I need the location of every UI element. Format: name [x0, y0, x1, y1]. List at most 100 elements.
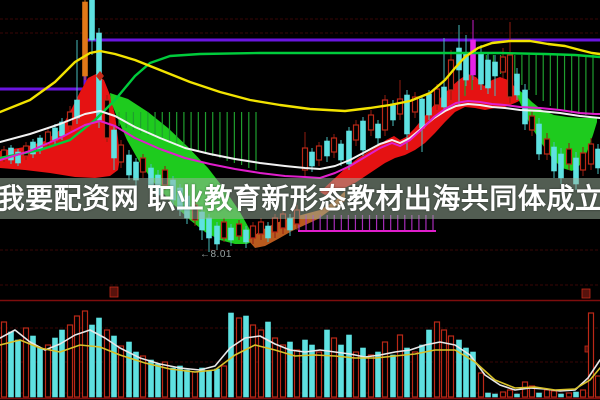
volume-bar	[111, 335, 117, 398]
candle	[485, 52, 491, 94]
candle	[301, 132, 309, 176]
volume-bar	[352, 351, 360, 398]
candle	[352, 120, 360, 146]
volume-bar	[59, 329, 65, 398]
volume-bar	[558, 393, 564, 398]
volume-bar	[477, 372, 485, 398]
volume-bar	[220, 365, 228, 398]
volume-bar	[177, 365, 183, 398]
volume-bar	[492, 393, 498, 398]
candle	[8, 145, 14, 164]
candle	[338, 140, 344, 166]
volume-bar	[117, 345, 125, 398]
volume-bar	[235, 317, 243, 398]
volume-bar	[279, 344, 287, 398]
candle	[514, 68, 520, 100]
volume-bar	[214, 368, 220, 398]
candle	[324, 137, 330, 162]
candle	[565, 143, 573, 170]
candle	[117, 140, 125, 168]
volume-bar	[433, 321, 441, 398]
volume-bar	[543, 389, 551, 398]
candle	[595, 144, 600, 174]
volume-bar	[346, 334, 352, 398]
candle	[214, 222, 220, 250]
candle	[478, 45, 484, 90]
candle	[360, 117, 366, 156]
volume-bar	[199, 367, 205, 398]
candle	[257, 218, 265, 240]
volume-bar	[440, 329, 448, 398]
volume-bar	[243, 315, 249, 398]
volume-bar	[330, 337, 338, 398]
candle	[463, 35, 469, 86]
candle	[543, 133, 551, 160]
volume-bar	[390, 354, 396, 398]
tiny-red-marker-glyph	[109, 286, 119, 298]
ma-green	[0, 51, 600, 160]
volume-bar	[133, 351, 139, 398]
volume-bar	[367, 354, 375, 398]
volume-bar	[257, 329, 265, 398]
volume-bar	[324, 329, 330, 398]
volume-bar	[52, 337, 58, 398]
candle	[441, 38, 447, 112]
volume-bar	[375, 351, 381, 398]
volume-bar	[456, 339, 462, 398]
candle	[346, 127, 352, 170]
candle	[375, 120, 381, 144]
volume-bar	[302, 339, 308, 398]
candle	[330, 134, 338, 158]
volume-bar	[293, 349, 301, 398]
tiny-red-marker-glyph	[581, 288, 591, 299]
volume-bar	[381, 341, 389, 398]
news-banner-title: 我要配资网 职业教育新形态教材出海共同体成立	[0, 182, 600, 214]
low-price-label: ←8.01	[200, 249, 232, 260]
volume-bar	[30, 335, 36, 398]
candle	[551, 142, 557, 178]
volume-bar	[148, 359, 154, 398]
volume-bar	[426, 329, 432, 398]
volume-bar	[404, 347, 410, 398]
volume-bar	[309, 344, 315, 398]
volume-bar	[514, 393, 520, 398]
candle	[206, 214, 212, 252]
candle	[103, 95, 111, 142]
volume-bar	[499, 391, 507, 398]
volume-bar	[287, 341, 293, 398]
volume-bar	[184, 369, 190, 398]
candle	[528, 110, 536, 136]
volume-bar	[228, 312, 234, 398]
volume-bar	[360, 347, 366, 398]
candle	[396, 80, 404, 120]
candle	[228, 224, 234, 246]
vol-ma-yellow	[0, 339, 600, 391]
volume-bar	[463, 347, 469, 398]
volume-bar	[22, 327, 30, 398]
candle	[126, 150, 132, 180]
volume-bar	[470, 351, 476, 398]
volume-bar	[411, 351, 419, 398]
candle	[74, 40, 80, 124]
volume-bar	[536, 392, 542, 398]
buy-signal-diamond-icon	[96, 71, 104, 81]
candle	[265, 222, 271, 242]
candle	[82, 0, 88, 80]
volume-bar	[485, 392, 491, 398]
candle	[411, 92, 419, 118]
volume-bar	[126, 341, 132, 398]
volume-bar	[265, 321, 271, 398]
candle	[492, 55, 498, 96]
volume-bar	[89, 324, 95, 398]
candle	[89, 0, 95, 55]
candle	[367, 110, 375, 136]
volume-bar	[594, 375, 600, 398]
volume-bar	[81, 310, 89, 398]
candle	[139, 154, 147, 178]
volume-bar	[338, 344, 344, 398]
volume-bar	[550, 390, 558, 398]
ma-magenta	[0, 100, 600, 179]
volume-bar	[206, 370, 212, 398]
